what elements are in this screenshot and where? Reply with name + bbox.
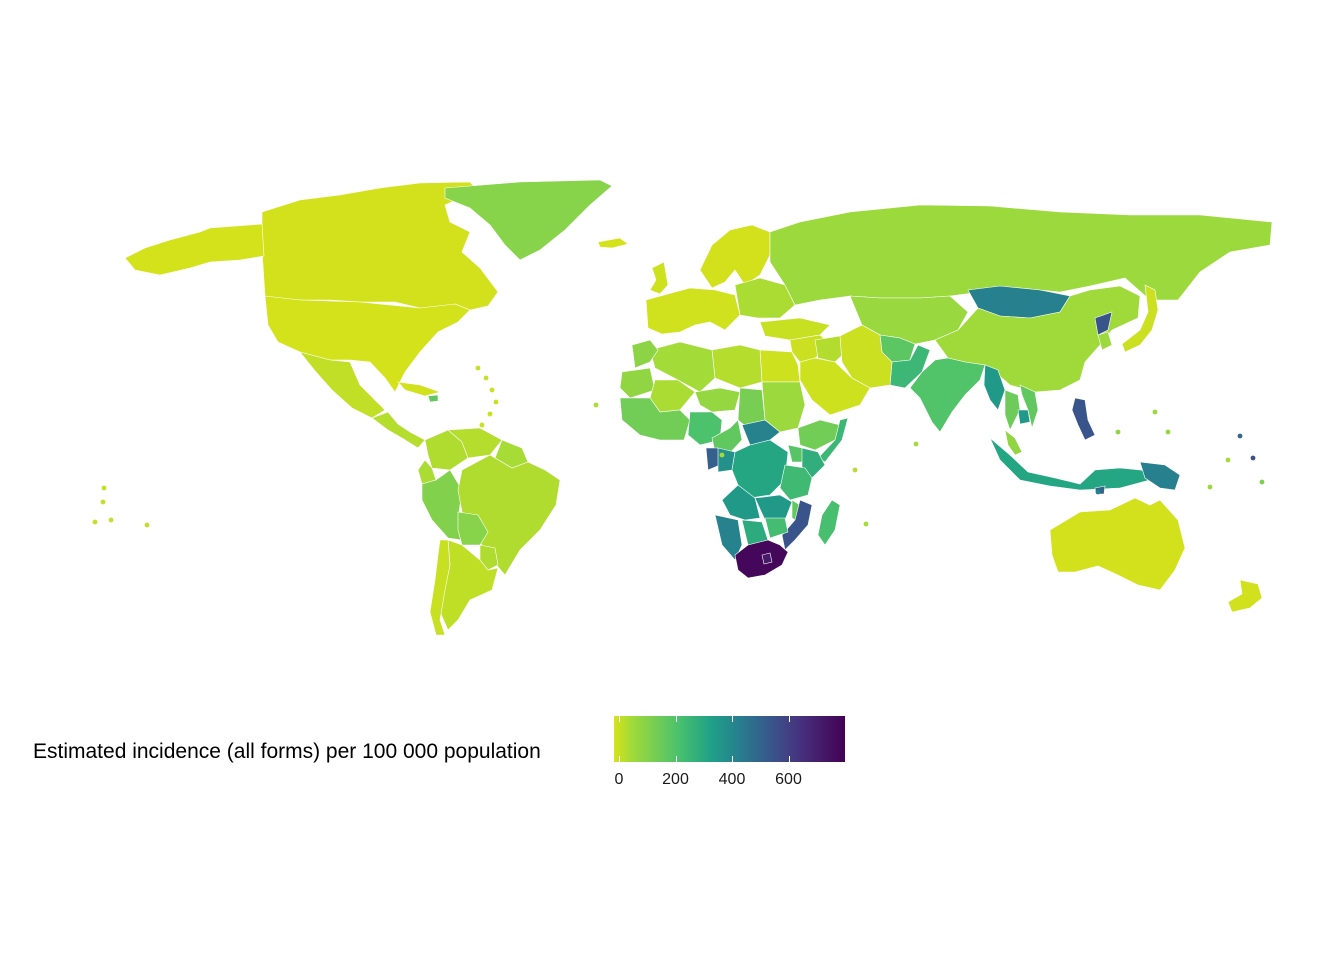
country-dr-congo [731, 439, 789, 499]
island-marker [1207, 484, 1213, 490]
country-western-europe [645, 287, 741, 335]
country-tanzania [779, 464, 813, 501]
country-mozambique [781, 499, 813, 551]
island-marker [719, 452, 725, 458]
country-myanmar [983, 364, 1006, 411]
country-malaysia [1004, 429, 1023, 456]
map-layer [92, 179, 1273, 636]
island-marker [863, 521, 869, 527]
island-marker [489, 387, 495, 393]
country-zambia [754, 494, 793, 521]
country-vietnam [1019, 384, 1039, 430]
island-marker [1115, 429, 1121, 435]
country-zimbabwe [764, 517, 789, 539]
island-marker [483, 375, 489, 381]
country-libya [711, 344, 763, 389]
country-eastern-europe [734, 277, 796, 319]
country-mexico [299, 351, 386, 419]
legend-tick-label: 400 [718, 771, 746, 788]
country-greenland [444, 179, 613, 261]
country-new-zealand [1227, 579, 1263, 613]
island-marker [1095, 489, 1101, 495]
legend-tick-label: 600 [775, 771, 802, 788]
legend-tick-mark [619, 756, 620, 762]
legend-tick-mark [732, 716, 733, 722]
country-central-african-republic [741, 419, 781, 446]
country-lesotho [761, 552, 773, 565]
legend-tick-mark [675, 716, 677, 722]
legend-tick-label: 0 [614, 771, 624, 788]
island-marker [92, 519, 98, 525]
country-morocco [631, 339, 659, 369]
country-cuba [397, 381, 442, 397]
country-iceland [597, 237, 629, 249]
country-cambodia [1017, 409, 1031, 425]
country-papua-new-guinea [1139, 461, 1181, 491]
country-north-korea [1094, 311, 1113, 336]
country-south-korea [1097, 331, 1113, 351]
island-marker [479, 422, 485, 428]
country-west-africa-coast [619, 397, 691, 441]
island-marker [101, 485, 107, 491]
legend-tick-mark [788, 716, 790, 722]
country-kenya [801, 447, 826, 479]
country-australia [1049, 497, 1186, 591]
country-scandinavia [699, 224, 771, 289]
legend-color-bar [614, 716, 845, 762]
country-south-africa [734, 539, 789, 579]
legend-tick-mark [732, 756, 733, 762]
country-somalia [817, 417, 849, 463]
legend-tick-label: 200 [662, 771, 689, 788]
country-central-america [371, 411, 426, 449]
island-marker [1225, 457, 1231, 463]
island-marker [493, 399, 499, 405]
country-saudi-arabia [799, 357, 871, 416]
island-marker [144, 522, 150, 528]
island-marker [487, 411, 493, 417]
legend-tick-mark [788, 756, 790, 762]
country-japan [1121, 284, 1159, 353]
country-pakistan [889, 344, 931, 389]
country-paraguay [479, 544, 499, 571]
country-chile [429, 539, 451, 636]
island-marker [1259, 479, 1265, 485]
island-marker [1152, 409, 1158, 415]
island-marker [1165, 429, 1171, 435]
country-madagascar [817, 499, 841, 546]
island-marker [1237, 433, 1243, 439]
country-alaska [124, 223, 265, 276]
legend-title: Estimated incidence (all forms) per 100 … [33, 740, 541, 763]
country-philippines [1071, 397, 1096, 441]
island-marker [1250, 455, 1256, 461]
legend-tick-mark [619, 716, 620, 722]
country-russia [769, 204, 1273, 306]
legend-tick-mark [675, 756, 677, 762]
island-marker [913, 441, 919, 447]
island-marker [100, 499, 106, 505]
country-thailand [1004, 389, 1021, 431]
island-marker [852, 467, 858, 473]
country-united-states [264, 295, 471, 393]
country-india [909, 357, 986, 433]
country-algeria [649, 341, 716, 393]
country-niger [694, 387, 741, 413]
country-haiti [427, 394, 439, 403]
island-marker [108, 517, 114, 523]
country-mauritania [619, 367, 656, 399]
island-marker [475, 365, 481, 371]
island-marker [593, 402, 599, 408]
country-united-kingdom [649, 261, 669, 295]
country-iran [839, 324, 893, 389]
